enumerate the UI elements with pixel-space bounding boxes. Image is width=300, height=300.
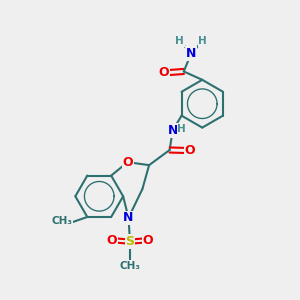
Text: S: S bbox=[125, 235, 134, 248]
Text: CH₃: CH₃ bbox=[119, 261, 140, 271]
Text: N: N bbox=[186, 47, 196, 60]
Text: O: O bbox=[142, 234, 153, 247]
Text: CH₃: CH₃ bbox=[52, 216, 73, 226]
Text: O: O bbox=[184, 144, 195, 157]
Text: N: N bbox=[123, 211, 134, 224]
Text: O: O bbox=[158, 67, 169, 80]
Text: O: O bbox=[122, 156, 133, 169]
Text: H: H bbox=[198, 36, 207, 46]
Text: N: N bbox=[167, 124, 178, 137]
Text: H: H bbox=[176, 36, 184, 46]
Text: H: H bbox=[177, 124, 186, 134]
Text: O: O bbox=[107, 234, 117, 247]
